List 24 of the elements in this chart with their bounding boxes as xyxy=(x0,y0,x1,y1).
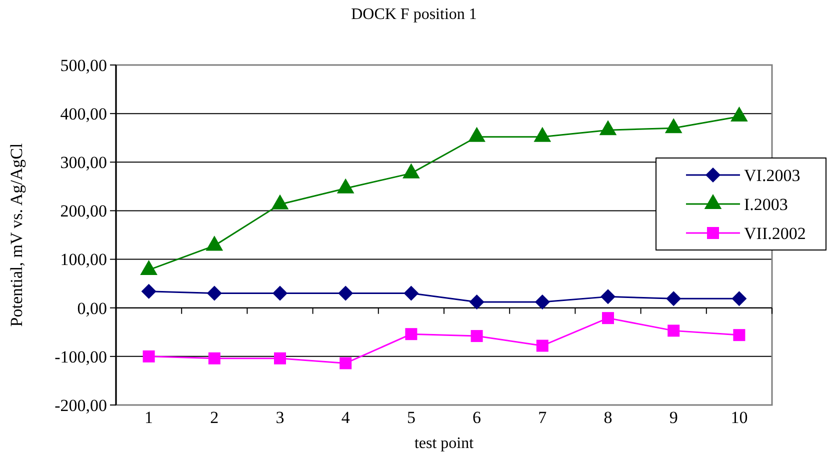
x-tick-label: 9 xyxy=(669,408,678,427)
y-tick-label: 400,00 xyxy=(60,104,107,124)
x-tick-label: 2 xyxy=(210,408,219,427)
x-tick-label: 10 xyxy=(730,408,748,427)
y-axis-title: Potential, mV vs. Ag/AgCl xyxy=(7,143,26,327)
x-tick-label: 4 xyxy=(341,408,350,427)
legend-label: VI.2003 xyxy=(744,166,800,185)
y-tick-label: -100,00 xyxy=(54,347,107,366)
x-tick-label: 3 xyxy=(276,408,284,427)
y-tick-label: -200,00 xyxy=(54,396,107,415)
x-tick-label: 5 xyxy=(406,408,416,427)
x-tick-label: 8 xyxy=(604,408,612,427)
y-tick-label: 0,00 xyxy=(77,298,107,318)
y-tick-label: 200,00 xyxy=(60,202,107,221)
legend-label: I.2003 xyxy=(744,194,788,214)
x-axis-title: test point xyxy=(414,435,474,452)
legend-label: VII.2002 xyxy=(744,224,806,243)
x-tick-label: 7 xyxy=(538,408,548,427)
x-tick-label: 1 xyxy=(144,408,154,427)
chart-title: DOCK F position 1 xyxy=(351,6,477,23)
y-tick-label: 500,00 xyxy=(60,56,107,75)
x-tick-label: 6 xyxy=(472,408,482,427)
y-tick-label: 100,00 xyxy=(60,250,107,270)
y-tick-label: 300,00 xyxy=(60,153,107,172)
